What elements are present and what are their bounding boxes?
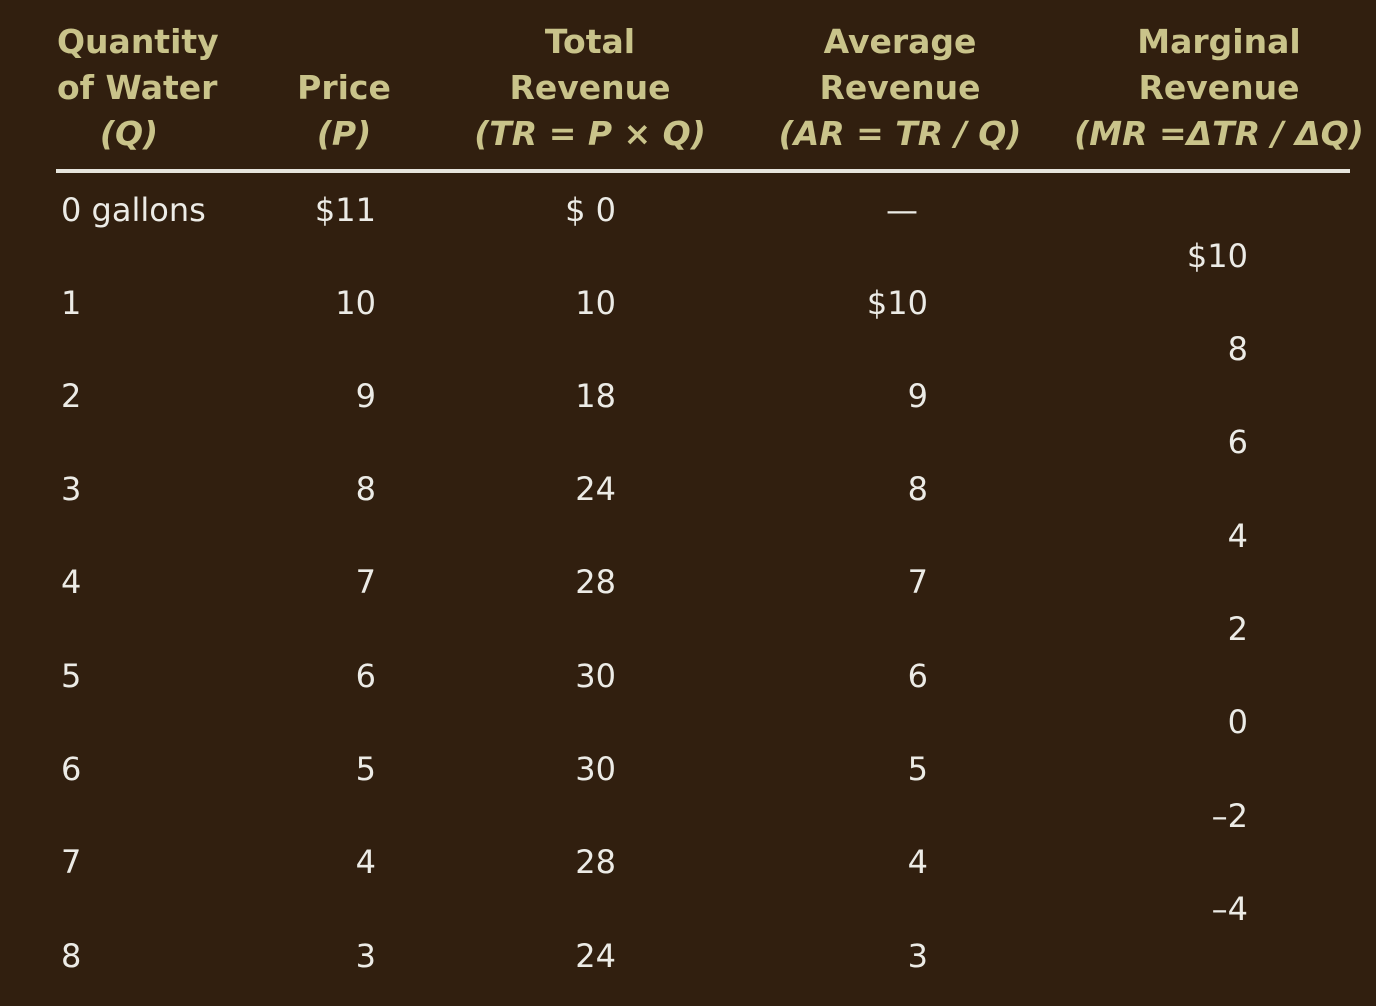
header-price: Price (P) <box>284 65 404 157</box>
cell-price: 8 <box>355 470 376 508</box>
cell-marginal-revenue: –2 <box>1211 797 1248 835</box>
cell-quantity: 1 <box>61 284 82 322</box>
header-quantity-line1: Quantity <box>57 22 219 61</box>
cell-average-revenue: 3 <box>907 937 928 975</box>
header-quantity-line2: of Water <box>57 68 218 107</box>
cell-marginal-revenue: 2 <box>1227 610 1248 648</box>
cell-total-revenue: 30 <box>575 657 616 695</box>
cell-total-revenue: $ 0 <box>565 191 616 229</box>
cell-price: 5 <box>355 750 376 788</box>
cell-average-revenue: 4 <box>907 843 928 881</box>
header-marginal-revenue: Marginal Revenue (MR =ΔTR / ΔQ) <box>1074 19 1364 157</box>
cell-total-revenue: 10 <box>575 284 616 322</box>
cell-quantity: 7 <box>61 843 82 881</box>
cell-average-revenue: 6 <box>907 657 928 695</box>
header-divider <box>56 169 1350 173</box>
header-total-revenue-line1: Total <box>544 22 636 61</box>
cell-price: 7 <box>355 563 376 601</box>
cell-price: 4 <box>355 843 376 881</box>
cell-total-revenue: 30 <box>575 750 616 788</box>
cell-total-revenue: 24 <box>575 937 616 975</box>
header-quantity: Quantity of Water (Q) <box>57 19 219 157</box>
cell-marginal-revenue: 6 <box>1227 423 1248 461</box>
cell-quantity: 2 <box>61 377 82 415</box>
header-price-line1: Price <box>297 68 391 107</box>
cell-marginal-revenue: $10 <box>1186 237 1248 275</box>
cell-quantity: 4 <box>61 563 82 601</box>
cell-total-revenue: 24 <box>575 470 616 508</box>
header-price-line2: (P) <box>316 114 372 153</box>
header-total-revenue-line3: (TR = P × Q) <box>474 114 706 153</box>
header-average-revenue: Average Revenue (AR = TR / Q) <box>770 19 1030 157</box>
cell-quantity: 5 <box>61 657 82 695</box>
cell-average-revenue: $10 <box>866 284 928 322</box>
cell-price: 9 <box>355 377 376 415</box>
header-average-revenue-line3: (AR = TR / Q) <box>778 114 1022 153</box>
cell-average-revenue: 7 <box>907 563 928 601</box>
header-average-revenue-line2: Revenue <box>819 68 981 107</box>
header-marginal-revenue-line1: Marginal <box>1137 22 1301 61</box>
header-quantity-line3: (Q) <box>99 114 159 153</box>
header-average-revenue-line1: Average <box>823 22 977 61</box>
cell-price: $11 <box>314 191 376 229</box>
cell-average-revenue: — <box>886 191 918 229</box>
cell-total-revenue: 18 <box>575 377 616 415</box>
header-total-revenue: Total Revenue (TR = P × Q) <box>465 19 715 157</box>
cell-quantity: 8 <box>61 937 82 975</box>
cell-price: 3 <box>355 937 376 975</box>
cell-quantity: 3 <box>61 470 82 508</box>
header-total-revenue-line2: Revenue <box>509 68 671 107</box>
cell-marginal-revenue: –4 <box>1211 890 1248 928</box>
cell-average-revenue: 9 <box>907 377 928 415</box>
header-marginal-revenue-line2: Revenue <box>1138 68 1300 107</box>
cell-average-revenue: 5 <box>907 750 928 788</box>
cell-average-revenue: 8 <box>907 470 928 508</box>
cell-price: 6 <box>355 657 376 695</box>
cell-price: 10 <box>335 284 376 322</box>
cell-marginal-revenue: 0 <box>1227 703 1248 741</box>
cell-marginal-revenue: 4 <box>1227 517 1248 555</box>
cell-quantity: 6 <box>61 750 82 788</box>
cell-marginal-revenue: 8 <box>1227 330 1248 368</box>
cell-total-revenue: 28 <box>575 843 616 881</box>
cell-total-revenue: 28 <box>575 563 616 601</box>
cell-quantity: 0 gallons <box>61 191 206 229</box>
header-marginal-revenue-line3: (MR =ΔTR / ΔQ) <box>1074 114 1364 153</box>
